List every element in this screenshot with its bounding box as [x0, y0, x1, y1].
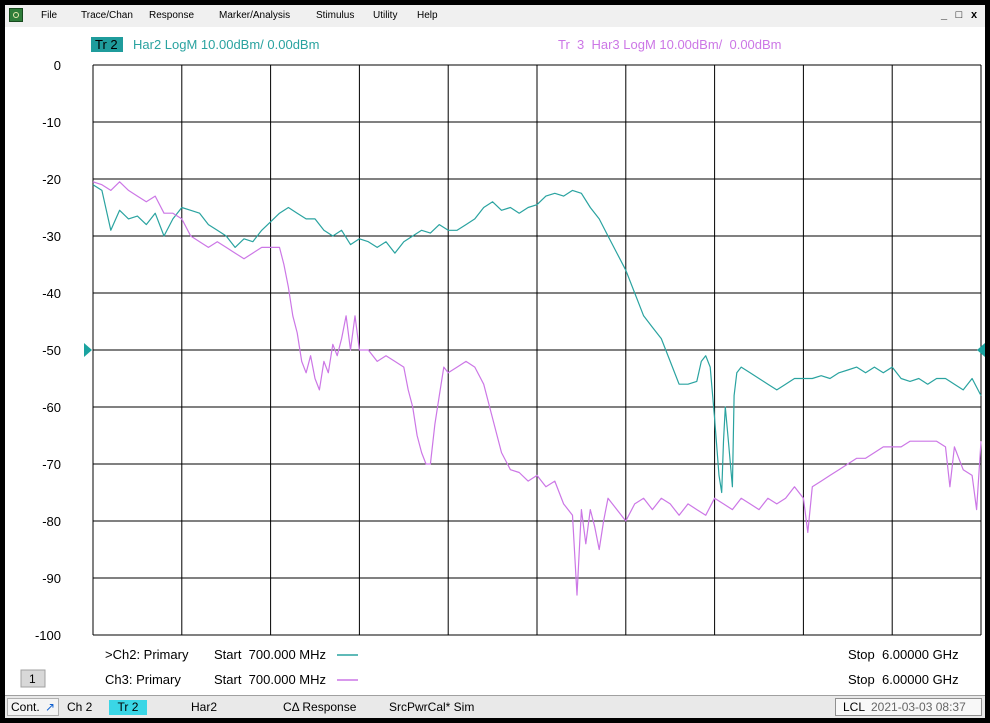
y-tick-label: -50 — [42, 343, 61, 358]
menu-marker-analysis[interactable]: Marker/Analysis — [219, 10, 291, 21]
status-lcl[interactable]: LCL — [843, 700, 866, 714]
menu-trace-chan[interactable]: Trace/Chan — [81, 10, 133, 21]
status-bar: Cont. ↗ Ch 2 Tr 2 Har2 CΔ Response SrcPw… — [5, 695, 985, 718]
y-tick-label: 0 — [54, 58, 61, 73]
status-datetime: 2021-03-03 08:37 — [871, 700, 966, 714]
ch3-primary-label: Ch3: Primary — [105, 672, 181, 687]
cont-text: Cont. — [11, 700, 40, 714]
y-tick-label: -30 — [42, 229, 61, 244]
y-tick-label: -60 — [42, 400, 61, 415]
tr3-header-text[interactable]: Tr 3 Har3 LogM 10.00dBm/ 0.00dBm — [558, 37, 782, 52]
tr2-badge-label: Tr 2 — [95, 37, 118, 52]
analyzer-window: File Trace/Chan Response Marker/Analysis… — [5, 5, 985, 718]
traces — [92, 181, 982, 596]
y-tick-label: -70 — [42, 457, 61, 472]
ch2-start-text: Start 700.000 MHz — [214, 647, 326, 662]
menu-stimulus[interactable]: Stimulus — [316, 10, 355, 21]
ch3-start-text: Start 700.000 MHz — [214, 672, 326, 687]
maximize-icon[interactable]: □ — [955, 9, 963, 21]
graticule — [92, 64, 982, 636]
y-tick-label: -100 — [35, 628, 61, 643]
ch3-stop-text: Stop 6.00000 GHz — [848, 672, 959, 687]
y-tick-label: -20 — [42, 172, 61, 187]
y-tick-labels: 0 -10 -20 -30 -40 -50 -60 -70 -80 -90 -100 — [35, 58, 61, 643]
ref-level-right-marker-icon[interactable] — [977, 343, 985, 357]
y-tick-label: -10 — [42, 115, 61, 130]
menu-response[interactable]: Response — [149, 10, 195, 21]
ch2-primary-label: >Ch2: Primary — [105, 647, 189, 662]
tr3-trace-line[interactable] — [92, 181, 982, 596]
y-tick-label: -80 — [42, 514, 61, 529]
menu-utility[interactable]: Utility — [373, 10, 398, 21]
menu-help[interactable]: Help — [417, 10, 438, 21]
status-channel[interactable]: Ch 2 — [67, 700, 93, 714]
status-trace-badge[interactable]: Tr 2 — [109, 700, 147, 715]
status-harmonic[interactable]: Har2 — [191, 700, 218, 714]
lcl-datetime-box — [835, 698, 982, 716]
tr2-badge[interactable] — [91, 37, 123, 52]
menu-file[interactable]: File — [41, 10, 58, 21]
ch2-stop-text: Stop 6.00000 GHz — [848, 647, 959, 662]
tr2-trace-line[interactable] — [92, 184, 982, 494]
status-srcpwrcal[interactable]: SrcPwrCal* Sim — [389, 700, 475, 714]
minimize-icon[interactable]: _ — [940, 9, 948, 21]
app-logo-icon[interactable] — [9, 8, 23, 22]
reference-markers — [84, 343, 985, 357]
status-response[interactable]: CΔ Response — [283, 700, 357, 714]
ref-level-left-marker-icon[interactable] — [84, 343, 92, 357]
close-icon[interactable]: x — [970, 9, 978, 21]
sweep-arrow-icon: ↗ — [45, 700, 56, 714]
trace-chart[interactable]: Tr 2 Har2 LogM 10.00dBm/ 0.00dBm Tr 3 Ha… — [5, 27, 985, 695]
tr2-header-text[interactable]: Har2 LogM 10.00dBm/ 0.00dBm — [133, 37, 319, 52]
channel-number: 1 — [29, 672, 36, 686]
y-tick-label: -40 — [42, 286, 61, 301]
menu-bar: File Trace/Chan Response Marker/Analysis… — [5, 5, 985, 28]
y-tick-label: -90 — [42, 571, 61, 586]
cont-cell[interactable] — [7, 698, 59, 716]
channel-number-box[interactable] — [20, 669, 46, 688]
measurement-display: Tr 2 Har2 LogM 10.00dBm/ 0.00dBm Tr 3 Ha… — [5, 27, 985, 695]
